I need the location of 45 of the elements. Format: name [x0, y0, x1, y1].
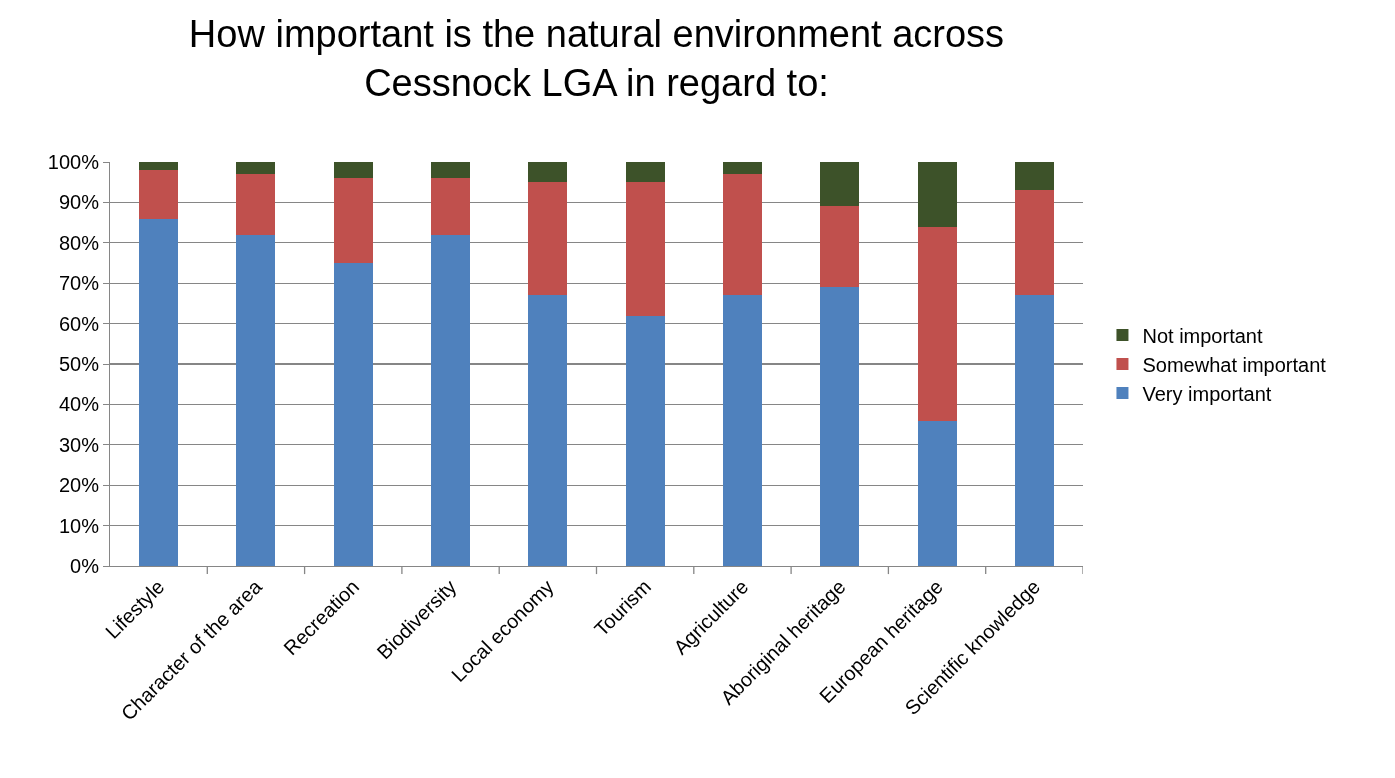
y-tick-label: 50%	[58, 353, 100, 375]
bar	[528, 182, 568, 296]
bar	[236, 174, 276, 235]
bar	[625, 182, 665, 316]
bar	[333, 178, 373, 263]
bar	[722, 162, 762, 175]
y-tick-label: 30%	[58, 433, 100, 456]
y-tick-label: 40%	[58, 393, 100, 416]
bar	[333, 263, 373, 566]
y-tick-label: 100%	[47, 151, 100, 173]
bar	[528, 295, 568, 566]
y-tick-label: 0%	[70, 555, 100, 577]
y-tick-label: 60%	[58, 312, 100, 335]
bar	[625, 315, 665, 566]
bar	[431, 178, 471, 235]
bar	[139, 218, 179, 566]
bar	[820, 287, 860, 566]
bar	[917, 226, 957, 421]
bar	[722, 295, 762, 566]
y-tick-label: 90%	[58, 191, 100, 214]
bar	[917, 420, 957, 566]
bar	[820, 162, 860, 207]
y-tick-label: 80%	[58, 231, 100, 254]
legend-label: Not important	[1142, 324, 1263, 347]
bar	[1014, 190, 1054, 296]
bar	[625, 162, 665, 183]
bar	[431, 162, 471, 179]
bar	[820, 206, 860, 288]
chart-title: How important is the natural environment across Cessnock LGA in regard to:	[188, 12, 1005, 105]
bar	[722, 174, 762, 296]
bar	[528, 162, 568, 183]
y-tick-label: 10%	[58, 514, 100, 537]
y-tick-label: 70%	[58, 272, 100, 295]
bar	[431, 234, 471, 566]
bar	[236, 162, 276, 175]
bar	[1014, 295, 1054, 566]
y-tick-label: 20%	[58, 474, 100, 497]
legend-label: Somewhat important	[1142, 353, 1327, 376]
bar	[139, 170, 179, 219]
bar	[333, 162, 373, 179]
bar	[236, 234, 276, 566]
bar	[1014, 162, 1054, 191]
bar	[917, 162, 957, 227]
legend-label: Very important	[1142, 382, 1272, 405]
bar	[139, 162, 179, 171]
